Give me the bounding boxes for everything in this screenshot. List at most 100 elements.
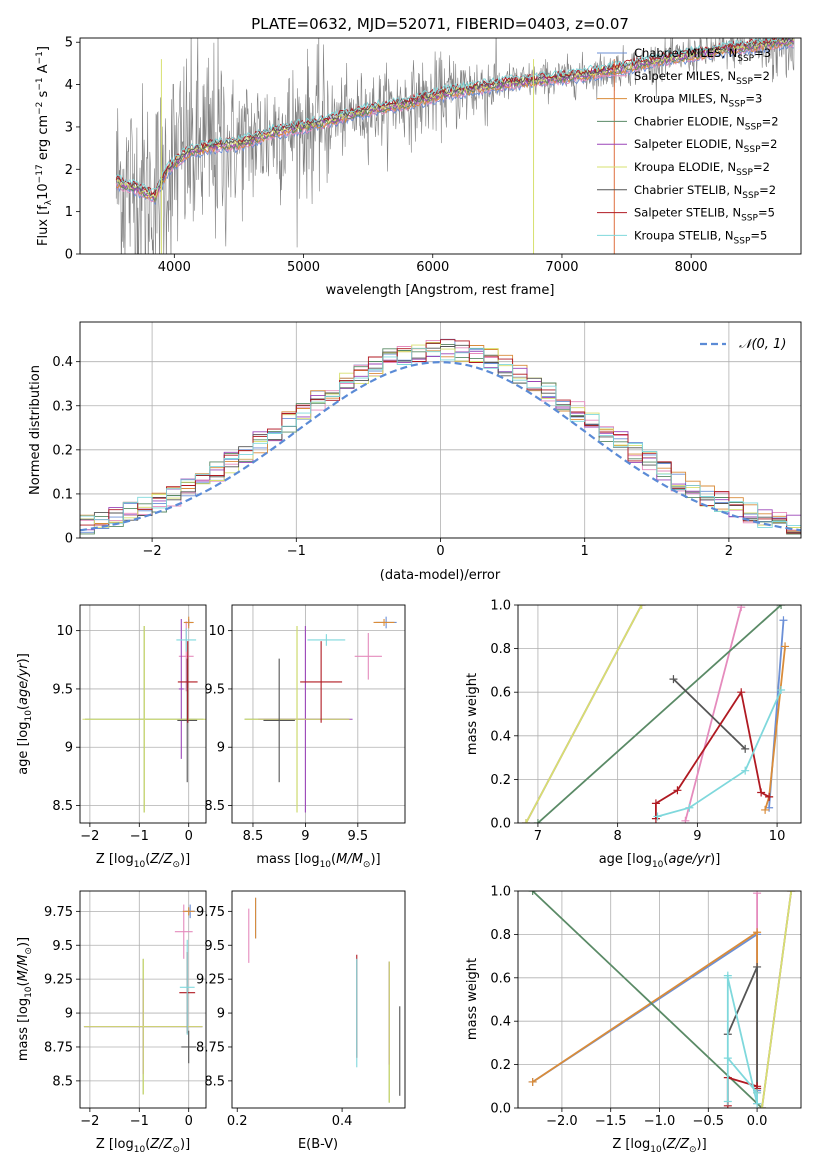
- weight-line-kroupa_stelib: [726, 975, 758, 1104]
- x-tick-label: −1.5: [595, 1114, 627, 1129]
- y-tick-label: 1: [65, 205, 73, 220]
- weight-point-kroupa_stelib: [723, 971, 732, 980]
- histogram-kroupa_elodie: [80, 342, 801, 528]
- y-tick-label: 9.75: [44, 905, 73, 920]
- x-axis-label: wavelength [Angstrom, rest frame]: [326, 283, 555, 298]
- x-axis-label: E(B-V): [298, 1137, 338, 1152]
- plot-area: [80, 322, 801, 538]
- y-tick-label: 0.0: [490, 817, 511, 832]
- y-tick-label: 1.0: [490, 885, 511, 900]
- weight-point-kroupa_elodie: [757, 1104, 766, 1108]
- y-axis-label: Flux [fλ10−17 erg cm−2 s−1 A−1]: [35, 46, 54, 246]
- weight-point-kroupa_stelib: [753, 1088, 762, 1097]
- legend-label-kroupa_miles: Kroupa MILES, NSSP=3: [634, 92, 762, 110]
- y-tick-label: 8.75: [196, 1040, 225, 1055]
- x-tick-label: −2: [143, 544, 162, 559]
- weight-point-kroupa_stelib: [653, 812, 662, 821]
- ticks: −2 −1 0 8.5 9 9.5 10: [52, 624, 193, 844]
- x-tick-label: 9: [693, 829, 701, 844]
- y-tick-label: 9.5: [204, 939, 225, 954]
- plot-area: [232, 605, 405, 823]
- plot-weight_vs_Z: −2.0 −1.5 −1.0 −0.5 0.0 0.0 0.2 0.4 0.6 0.8 1.0 Z […: [465, 885, 802, 1155]
- x-tick-label: 7: [534, 829, 542, 844]
- ticks: 7 8 9 10 0.0 0.2 0.4 0.6 0.8 1.0: [490, 599, 785, 845]
- weight-point-chabrier_elodie: [533, 819, 542, 823]
- x-tick-label: 7000: [545, 260, 578, 275]
- legend-label-chabrier_stelib: Chabrier STELIB, NSSP=2: [634, 183, 776, 201]
- x-tick-label: 8: [614, 829, 622, 844]
- weight-line-kroupa_elodie: [525, 605, 643, 823]
- weight-line-chabrier_miles: [532, 932, 758, 1091]
- y-tick-label: 9.75: [196, 905, 225, 920]
- x-tick-label: 0: [436, 544, 444, 559]
- y-axis-label: age [log10(age/yr)]: [16, 653, 34, 775]
- y-tick-label: 9.5: [52, 939, 73, 954]
- y-axis-label: mass weight: [465, 958, 480, 1040]
- axes-frame: [79, 321, 802, 539]
- y-tick-label: 0.4: [52, 355, 73, 370]
- y-tick-label: 0.2: [52, 443, 73, 458]
- x-axis-label: Z [log10(Z/Z⊙)]: [96, 852, 190, 870]
- figure-title: PLATE=0632, MJD=52071, FIBERID=0403, z=0…: [251, 15, 629, 33]
- histogram-kroupa_stelib: [80, 347, 801, 528]
- weight-point-salpeter_stelib: [673, 786, 682, 795]
- weight-point-chabrier_elodie: [528, 891, 537, 895]
- plot-residuals: −2 −1 0 1 2 0 0.1 0.2 0.3 0.4 𝒩(0, 1) (data-model)/…: [28, 321, 802, 583]
- weight-point-chabrier_miles: [779, 616, 788, 625]
- x-tick-label: 8000: [675, 260, 708, 275]
- ticks: −2 −1 0 1 2 0 0.1 0.2 0.3 0.4: [52, 355, 733, 559]
- weight-line-kroupa_elodie: [761, 891, 793, 1108]
- y-tick-label: 0.6: [490, 971, 511, 986]
- legend-label-salpeter_miles: Salpeter MILES, NSSP=2: [634, 69, 770, 87]
- y-tick-label: 9.25: [196, 973, 225, 988]
- x-axis-label: Z [log10(Z/Z⊙)]: [612, 1137, 706, 1155]
- x-tick-label: 0.0: [747, 1114, 768, 1129]
- weight-point-salpeter_stelib: [765, 792, 774, 801]
- normal-reference-curve: [80, 360, 801, 532]
- x-tick-label: 6000: [416, 260, 449, 275]
- weight-point-kroupa_elodie: [521, 819, 530, 823]
- ticks: −2.0 −1.5 −1.0 −0.5 0.0 0.0 0.2 0.4 0.6 0.8 1.0: [490, 885, 767, 1130]
- spectrum-data: [115, 38, 795, 254]
- weight-line-salpeter_miles: [684, 606, 743, 822]
- x-tick-label: 10: [769, 829, 786, 844]
- plot-weight_vs_age: 7 8 9 10 0.0 0.2 0.4 0.6 0.8 1.0 age [log10(age/yr…: [465, 599, 802, 870]
- x-tick-label: 1: [581, 544, 589, 559]
- x-axis-label: mass [log10(M/M⊙)]: [256, 852, 380, 870]
- plot-area: [80, 605, 206, 823]
- weight-line-chabrier_elodie: [531, 891, 763, 1108]
- model-curve-chabrier_stelib: [115, 38, 794, 196]
- weight-point-kroupa_stelib: [723, 1054, 732, 1063]
- weight-point-kroupa_elodie: [787, 891, 796, 895]
- legend-label-chabrier_elodie: Chabrier ELODIE, NSSP=2: [634, 114, 779, 132]
- y-tick-label: 0.2: [490, 773, 511, 788]
- y-tick-label: 4: [65, 78, 73, 93]
- ticks: −2 −1 0 8.5 8.75 9 9.25 9.5 9.75: [44, 905, 193, 1129]
- weight-point-chabrier_stelib: [669, 675, 678, 684]
- x-tick-label: −1: [130, 829, 149, 844]
- y-tick-label: 9.25: [44, 973, 73, 988]
- weight-point-salpeter_miles: [681, 816, 690, 823]
- plot-age_vs_Z: −2 −1 0 8.5 9 9.5 10 Z [log10(Z/Z⊙)] age [log10(…: [16, 604, 207, 870]
- y-tick-label: 0.2: [490, 1058, 511, 1073]
- weight-point-chabrier_stelib: [741, 744, 750, 753]
- y-tick-label: 5: [65, 36, 73, 51]
- y-tick-label: 8.5: [52, 799, 73, 814]
- weight-point-salpeter_miles: [753, 891, 762, 898]
- x-axis-label: age [log10(age/yr)]: [599, 852, 721, 870]
- plot-mass_vs_ebv: 0.2 0.4 8.5 8.75 9 9.25 9.5 9.75 E(B-V): [196, 890, 406, 1152]
- legend-label-kroupa_elodie: Kroupa ELODIE, NSSP=2: [634, 160, 770, 178]
- y-axis-label: mass [log10(M/M⊙)]: [16, 937, 34, 1061]
- y-tick-label: 0.8: [490, 928, 511, 943]
- y-tick-label: 0.8: [490, 642, 511, 657]
- x-tick-label: 2: [725, 544, 733, 559]
- plot-spectrum: 4000 5000 6000 7000 8000 0 1 2 3 4 5 Chabrier MILES…: [35, 36, 802, 298]
- plot-area: [518, 891, 801, 1108]
- weight-point-salpeter_stelib: [737, 688, 746, 697]
- legend-label-normal: 𝒩(0, 1): [739, 337, 786, 352]
- plot-area: [248, 897, 401, 1103]
- y-tick-label: 9.5: [52, 682, 73, 697]
- ticks: 0.2 0.4 8.5 8.75 9 9.25 9.5 9.75: [196, 905, 352, 1129]
- weight-line-chabrier_stelib: [672, 678, 746, 750]
